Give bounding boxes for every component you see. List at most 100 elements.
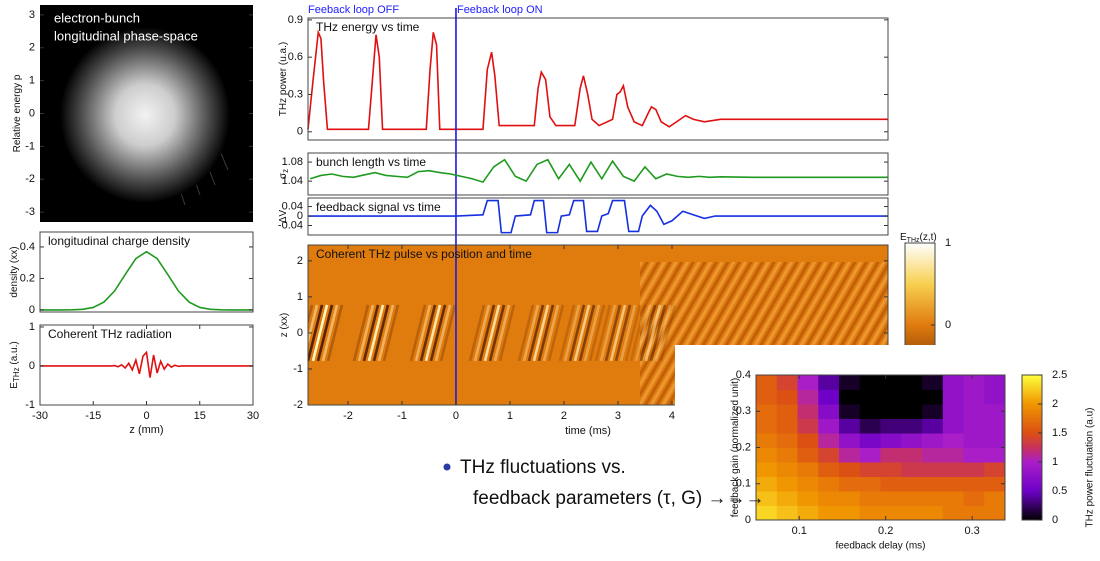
y-tick-label: 0.1 xyxy=(736,478,751,490)
colorbar-label: THz power fluctuation (a.u) xyxy=(1085,407,1096,527)
plot-frame xyxy=(39,231,254,313)
heatmap-cell xyxy=(818,433,840,448)
y-tick-label: 2 xyxy=(297,255,303,267)
pulse-stripe xyxy=(362,304,380,362)
pulse-stripe xyxy=(644,304,662,362)
y-tick-label: 0.04 xyxy=(282,200,303,212)
panel-title: longitudinal phase-space xyxy=(54,28,198,43)
heatmap-cell xyxy=(880,447,902,463)
heatmap-cell xyxy=(818,375,840,390)
pulse-stripe xyxy=(624,304,642,362)
pulse-stripe xyxy=(573,304,591,362)
heatmap-cell xyxy=(776,433,798,448)
colorbar-label-main: E xyxy=(900,232,907,243)
y-axis-label-sub: THz xyxy=(12,367,21,382)
heatmap-cell xyxy=(756,447,778,463)
heatmap-cell xyxy=(963,375,985,390)
heatmap-cell xyxy=(922,433,944,448)
y-axis-label: ETHz (a.u.) xyxy=(9,341,21,388)
heatmap-cell xyxy=(756,462,778,477)
heatmap-cell xyxy=(818,404,840,419)
heatmap-cell xyxy=(922,389,944,405)
colorbar-label-sub: THz xyxy=(907,237,920,244)
heatmap-cell xyxy=(818,491,840,506)
colorbar-tick-label: 1.5 xyxy=(1052,427,1067,439)
y-tick-label: 2 xyxy=(29,42,35,54)
heatmap-cell xyxy=(942,505,964,521)
heatmap-cell xyxy=(880,375,902,390)
y-axis-label: ΔV xyxy=(278,210,289,224)
heatmap-cell xyxy=(756,375,778,390)
heatmap-cell xyxy=(984,476,1006,492)
heatmap-cell xyxy=(942,447,964,463)
heatmap-cell xyxy=(776,389,798,405)
pulse-stripe xyxy=(377,304,395,362)
colorbar-tick-label: 2 xyxy=(1052,398,1058,410)
x-axis-label: z (mm) xyxy=(129,424,163,436)
heatmap-cell xyxy=(901,491,923,506)
pulse-stripe xyxy=(372,304,390,362)
heatmap-cell xyxy=(797,491,819,506)
heatmap-cell xyxy=(756,491,778,506)
pulse-stripe xyxy=(527,304,545,362)
heatmap-cell xyxy=(818,447,840,463)
x-tick-label: 0 xyxy=(143,410,149,422)
y-axis-label-main: E xyxy=(9,382,20,389)
heatmap-cell xyxy=(984,462,1006,477)
heatmap-cell xyxy=(942,375,964,390)
pulse-stripe xyxy=(478,304,496,362)
x-tick-label: 0.2 xyxy=(878,525,893,537)
heatmap-cell xyxy=(963,447,985,463)
heatmap-cell xyxy=(818,505,840,521)
heatmap-cell xyxy=(901,375,923,390)
y-axis-label-main: Relative energy p xyxy=(12,74,23,152)
x-tick-label: -15 xyxy=(85,410,101,422)
y-axis-label-main: feedback gain (normalized unit) xyxy=(730,378,741,518)
pulse-stripe xyxy=(649,304,667,362)
y-axis-label-main: density (xx) xyxy=(9,246,20,297)
pulse-stripe xyxy=(483,304,501,362)
y-tick-label: 0 xyxy=(29,360,35,372)
heatmap-cell xyxy=(880,491,902,506)
panel-title: electron-bunch xyxy=(54,10,140,25)
heatmap-cell xyxy=(880,476,902,492)
heatmap-cell xyxy=(984,491,1006,506)
heatmap-cell xyxy=(922,404,944,419)
heatmap-cell xyxy=(839,418,861,434)
heatmap-cell xyxy=(839,476,861,492)
y-tick-label: 0.3 xyxy=(288,88,303,100)
annotation: Feeback loop ON xyxy=(457,4,543,16)
pulse-stripe xyxy=(522,304,540,362)
y-tick-label: 0.2 xyxy=(20,272,35,284)
heatmap-cell xyxy=(880,505,902,521)
heatmap-cell xyxy=(859,491,881,506)
heatmap-cell xyxy=(797,476,819,492)
pulse-stripe xyxy=(614,304,632,362)
heatmap-cell xyxy=(984,404,1006,419)
heatmap-cell xyxy=(880,418,902,434)
y-tick-label: 1.08 xyxy=(282,156,303,168)
pulse-stripe xyxy=(517,304,535,362)
heatmap-cell xyxy=(901,404,923,419)
heatmap-cell xyxy=(984,375,1006,390)
heatmap-cell xyxy=(859,375,881,390)
y-axis-label-main: THz power (u.a.) xyxy=(278,42,289,116)
pulse-stripe xyxy=(419,304,437,362)
heatmap-cell xyxy=(776,418,798,434)
heatmap-cell xyxy=(859,404,881,419)
annotation: Feeback loop OFF xyxy=(308,4,399,16)
heatmap-cell xyxy=(922,491,944,506)
heatmap-cell xyxy=(880,389,902,405)
heatmap-cell xyxy=(942,433,964,448)
x-tick-label: -1 xyxy=(397,410,407,422)
heatmap-cell xyxy=(922,418,944,434)
pulse-stripe xyxy=(634,304,652,362)
pulse-stripe xyxy=(558,304,576,362)
x-tick-label: 1 xyxy=(507,410,513,422)
data-line xyxy=(308,199,888,234)
data-line xyxy=(40,350,253,378)
heatmap-cell xyxy=(776,447,798,463)
heatmap-cell xyxy=(776,505,798,521)
heatmap-cell xyxy=(984,418,1006,434)
y-axis-label: density (xx) xyxy=(9,246,20,297)
